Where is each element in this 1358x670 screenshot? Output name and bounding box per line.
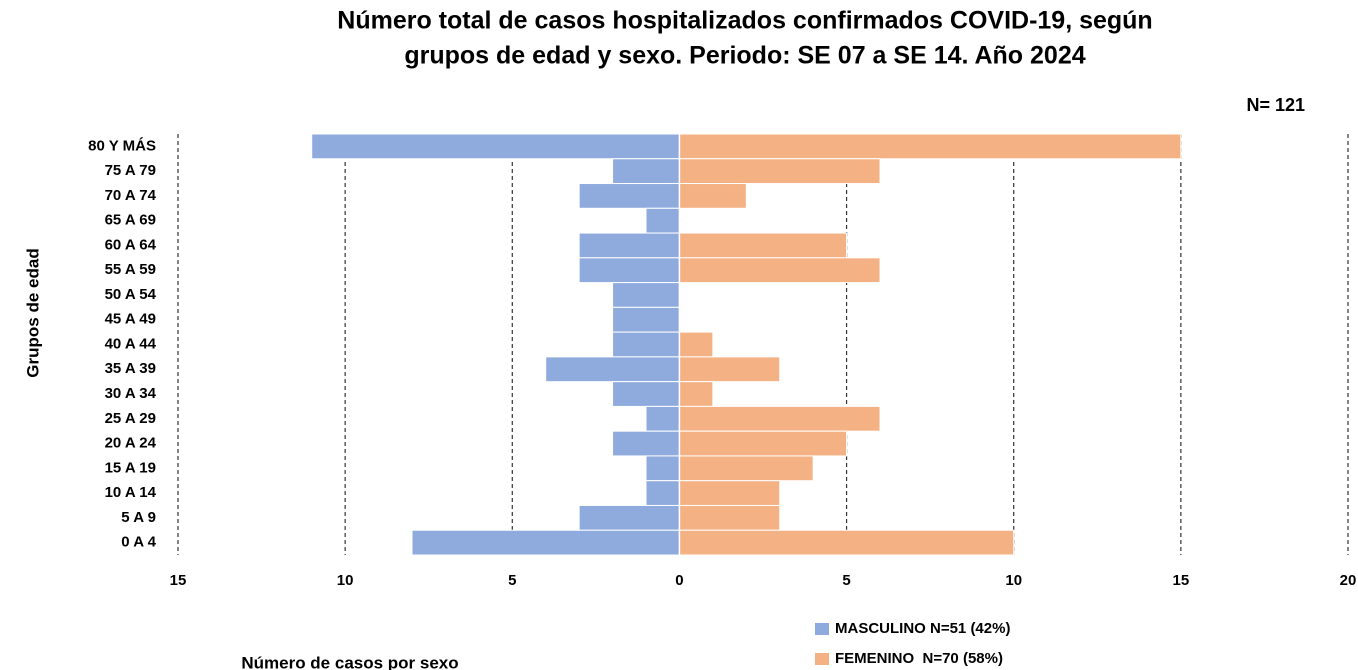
bar [678, 480, 781, 506]
y-tick-label: 50 A 54 [105, 286, 157, 303]
x-tick-label: 10 [1005, 572, 1022, 589]
bar [645, 405, 680, 432]
x-tick-label: 10 [337, 572, 354, 589]
y-tick-label: 55 A 59 [105, 261, 156, 278]
bar [311, 133, 680, 160]
bar [578, 183, 680, 209]
legend-label: FEMENINO N=70 (58%) [835, 650, 1003, 667]
y-tick-label: 75 A 79 [105, 162, 156, 179]
x-tick-label: 15 [170, 572, 187, 589]
bar [578, 257, 680, 284]
bar [678, 331, 714, 358]
bar [678, 183, 747, 209]
y-tick-label: 15 A 19 [105, 459, 156, 476]
bar [678, 158, 881, 185]
y-tick-label: 80 Y MÁS [88, 137, 156, 154]
x-tick-label: 20 [1340, 572, 1357, 589]
bar [578, 232, 680, 259]
x-tick-label: 5 [842, 572, 850, 589]
bar [678, 529, 1015, 556]
y-tick-label: 5 A 9 [121, 509, 156, 526]
y-tick-label: 10 A 14 [105, 484, 157, 501]
x-axis-label: Número de casos por sexo [241, 653, 458, 670]
y-tick-label: 60 A 64 [105, 236, 157, 253]
bar [612, 430, 680, 457]
bar [578, 504, 680, 531]
bar [612, 381, 680, 407]
bar [678, 455, 814, 482]
bar [612, 282, 680, 308]
bar [678, 356, 781, 383]
bar [678, 381, 714, 407]
chart-subtitle: grupos de edad y sexo. Periodo: SE 07 a … [404, 42, 1085, 70]
bar [545, 356, 680, 383]
bar [612, 158, 680, 185]
bar [678, 257, 881, 284]
y-tick-label: 45 A 49 [105, 311, 156, 328]
bar [678, 430, 848, 457]
bar [678, 405, 881, 432]
legend-label: MASCULINO N=51 (42%) [835, 620, 1010, 637]
y-tick-label: 35 A 39 [105, 360, 156, 377]
bar [678, 133, 1182, 160]
bar [612, 331, 680, 358]
bar [678, 504, 781, 531]
bar [678, 232, 848, 259]
x-tick-label: 5 [508, 572, 516, 589]
y-tick-label: 20 A 24 [105, 435, 157, 452]
legend-swatch [815, 653, 829, 665]
bar [645, 455, 680, 482]
y-tick-label: 40 A 44 [105, 335, 157, 352]
y-tick-label: 25 A 29 [105, 410, 156, 427]
bar [645, 480, 680, 506]
chart-title: Número total de casos hospitalizados con… [337, 7, 1152, 35]
x-tick-label: 0 [675, 572, 683, 589]
bar [411, 529, 680, 556]
y-tick-label: 30 A 34 [105, 385, 157, 402]
bar [612, 306, 680, 333]
x-tick-label: 15 [1173, 572, 1190, 589]
y-tick-label: 65 A 69 [105, 212, 156, 229]
bar [645, 207, 680, 234]
y-tick-label: 0 A 4 [121, 534, 156, 551]
annotation: N= 121 [1246, 95, 1305, 115]
y-tick-label: 70 A 74 [105, 187, 157, 204]
legend-swatch [815, 623, 829, 635]
y-axis-label: Grupos de edad [23, 248, 42, 377]
